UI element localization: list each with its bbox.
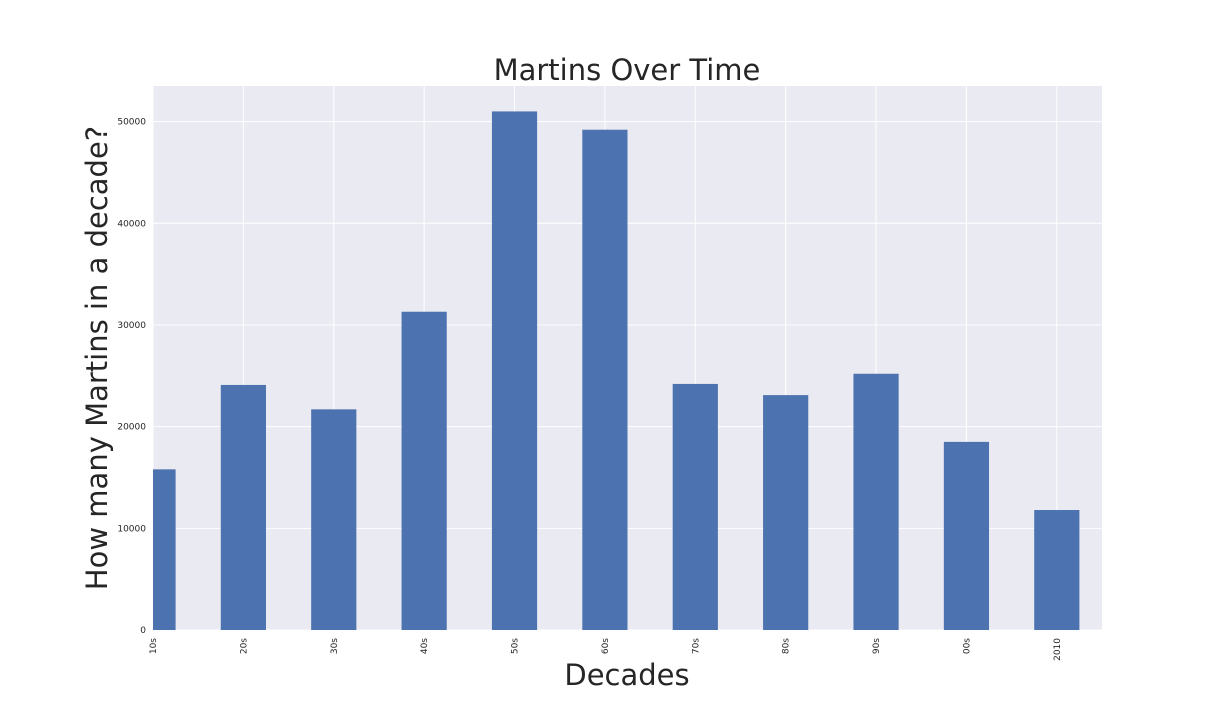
x-tick-labels: 10s 20s 30s 40s 50s 60s 70s 80s 90s 00s 2010 [149, 638, 1063, 661]
bar-2010 [1034, 510, 1080, 630]
bar-50s [491, 111, 538, 630]
x-tick-label: 40s [420, 638, 430, 654]
y-axis-label: How many Martins in a decade? [80, 126, 114, 590]
x-tick-label: 90s [872, 638, 882, 654]
x-tick-label: 10s [149, 638, 159, 654]
x-tick-label: 60s [601, 638, 611, 654]
y-tick-label: 10000 [117, 524, 146, 534]
bar-90s [853, 373, 899, 630]
chart-title: Martins Over Time [494, 53, 761, 87]
x-tick-label: 80s [782, 638, 792, 654]
y-tick-labels: 0 10000 20000 30000 40000 50000 [117, 118, 146, 636]
bars [153, 111, 1080, 630]
y-tick-label: 50000 [117, 118, 146, 128]
bar-40s [401, 311, 447, 630]
x-axis-label: Decades [564, 658, 689, 692]
bar-60s [582, 129, 628, 630]
bar-30s [311, 409, 357, 630]
y-tick-label: 0 [140, 626, 146, 636]
y-tick-label: 40000 [117, 219, 146, 229]
bar-10s [153, 469, 176, 630]
bar-00s [943, 441, 990, 630]
x-tick-label: 20s [239, 638, 249, 654]
bar-70s [672, 383, 718, 630]
bar-20s [220, 384, 266, 630]
x-tick-label: 70s [691, 638, 701, 654]
y-tick-label: 30000 [117, 321, 146, 331]
bar-80s [763, 395, 809, 630]
x-tick-label: 30s [330, 638, 340, 654]
x-tick-label: 00s [962, 638, 972, 654]
x-tick-label: 50s [511, 638, 521, 654]
y-tick-label: 20000 [117, 423, 146, 433]
x-tick-label: 2010 [1053, 638, 1063, 661]
